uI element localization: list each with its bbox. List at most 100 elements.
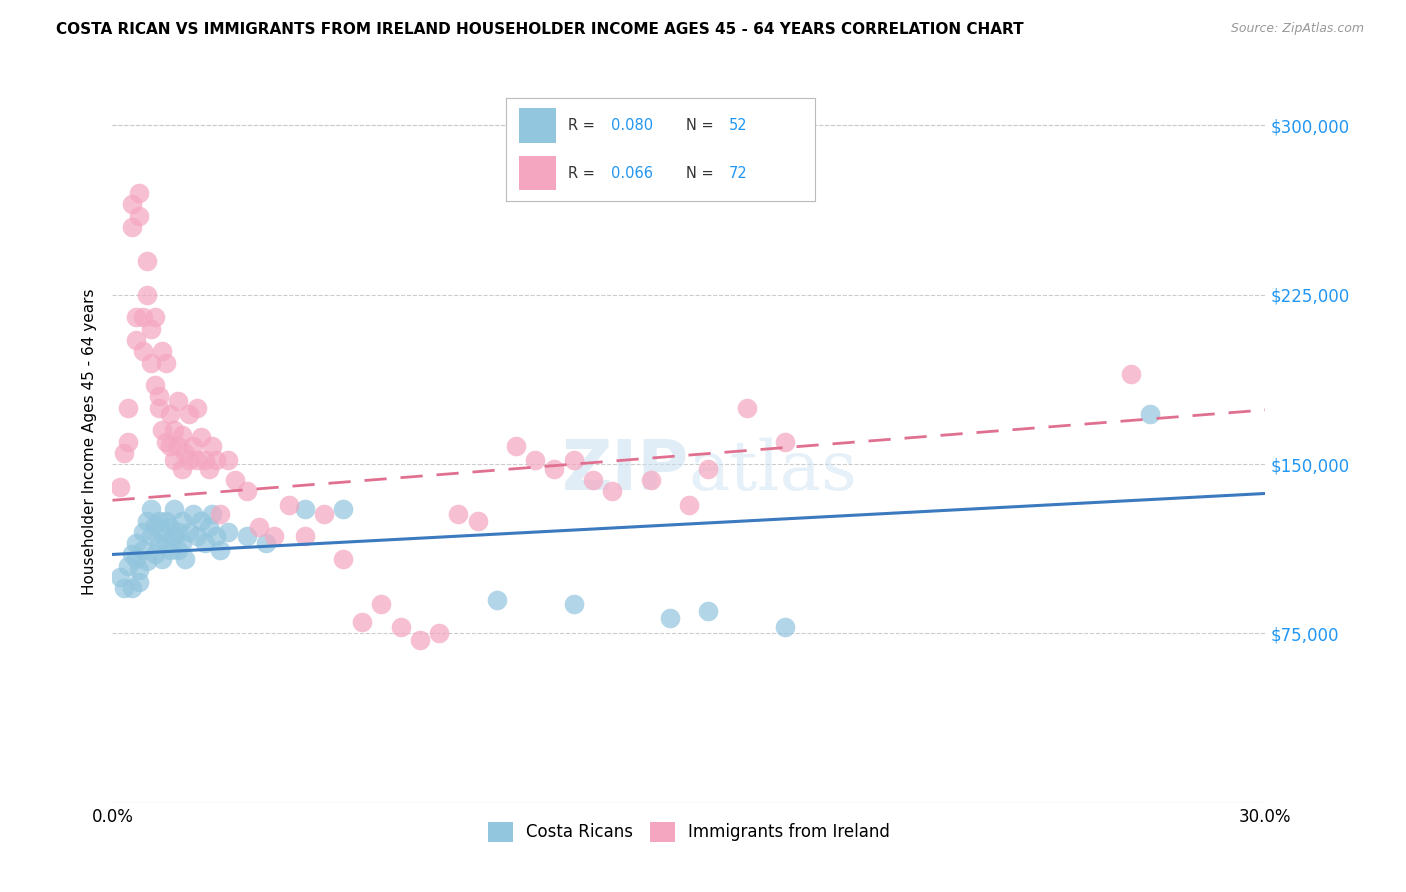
Point (128, 186, 150, 201)
Point (152, 552, 174, 566)
Point (582, 473, 605, 487)
Point (163, 423, 186, 437)
Text: N =: N = (686, 119, 718, 133)
Point (179, 408, 201, 422)
Point (112, 582, 135, 596)
Point (159, 520, 181, 534)
Point (124, 310, 146, 325)
Point (427, 626, 450, 640)
Point (600, 484, 623, 499)
Point (181, 439, 204, 453)
Point (121, 548, 143, 562)
Point (121, 582, 143, 596)
Point (562, 452, 585, 467)
Text: Source: ZipAtlas.com: Source: ZipAtlas.com (1230, 22, 1364, 36)
Point (143, 518, 166, 533)
Point (735, 401, 758, 415)
Text: N =: N = (686, 166, 718, 180)
Point (136, 514, 159, 528)
Point (247, 520, 270, 534)
Text: 72: 72 (728, 166, 748, 180)
Point (166, 542, 188, 557)
Point (139, 529, 162, 543)
Bar (519, 155, 555, 190)
Point (181, 507, 204, 521)
Point (112, 446, 135, 460)
Point (132, 344, 155, 359)
Point (352, 615, 374, 630)
Text: atlas: atlas (689, 437, 858, 504)
Point (254, 536, 277, 550)
Point (186, 529, 208, 543)
Point (209, 542, 232, 557)
Point (236, 484, 259, 499)
Point (148, 401, 170, 415)
Point (108, 570, 131, 584)
Point (124, 552, 146, 566)
Point (143, 378, 166, 392)
Point (640, 473, 662, 487)
Point (163, 502, 186, 516)
Point (179, 452, 201, 467)
Point (174, 552, 197, 566)
Point (186, 452, 208, 467)
Point (467, 514, 489, 528)
Point (163, 452, 186, 467)
Point (217, 524, 239, 539)
Point (236, 529, 259, 543)
Point (294, 529, 316, 543)
Point (209, 507, 232, 521)
Point (128, 574, 150, 589)
Point (201, 507, 224, 521)
Point (773, 434, 796, 449)
Point (155, 536, 177, 550)
Point (197, 461, 219, 475)
Point (152, 524, 174, 539)
Point (117, 558, 139, 573)
Point (143, 310, 166, 325)
Point (409, 633, 432, 648)
Point (505, 439, 527, 453)
Point (155, 514, 177, 528)
Point (148, 514, 170, 528)
Text: R =: R = (568, 166, 599, 180)
Point (152, 423, 174, 437)
Point (128, 209, 150, 223)
Point (186, 401, 208, 415)
Point (697, 604, 720, 618)
Point (152, 344, 174, 359)
Point (205, 529, 228, 543)
Point (194, 536, 217, 550)
Point (132, 310, 155, 325)
Point (201, 439, 224, 453)
Point (170, 461, 193, 475)
Point (190, 514, 212, 528)
Point (562, 597, 585, 611)
Point (170, 427, 193, 442)
Point (117, 401, 139, 415)
Point (117, 434, 139, 449)
Point (139, 355, 162, 369)
Point (194, 452, 217, 467)
Point (312, 507, 335, 521)
Point (332, 502, 354, 516)
Text: 52: 52 (728, 119, 748, 133)
Point (143, 548, 166, 562)
Point (773, 620, 796, 634)
Point (121, 197, 143, 211)
Text: R =: R = (568, 119, 599, 133)
Point (159, 439, 181, 453)
Point (132, 524, 155, 539)
Text: COSTA RICAN VS IMMIGRANTS FROM IRELAND HOUSEHOLDER INCOME AGES 45 - 64 YEARS COR: COSTA RICAN VS IMMIGRANTS FROM IRELAND H… (56, 22, 1024, 37)
Point (166, 439, 188, 453)
Bar (519, 108, 555, 144)
Point (121, 220, 143, 235)
Point (197, 520, 219, 534)
Point (159, 408, 181, 422)
Text: 0.066: 0.066 (612, 166, 654, 180)
Point (485, 592, 508, 607)
Point (224, 473, 246, 487)
Point (136, 253, 159, 268)
Point (124, 536, 146, 550)
Point (148, 536, 170, 550)
